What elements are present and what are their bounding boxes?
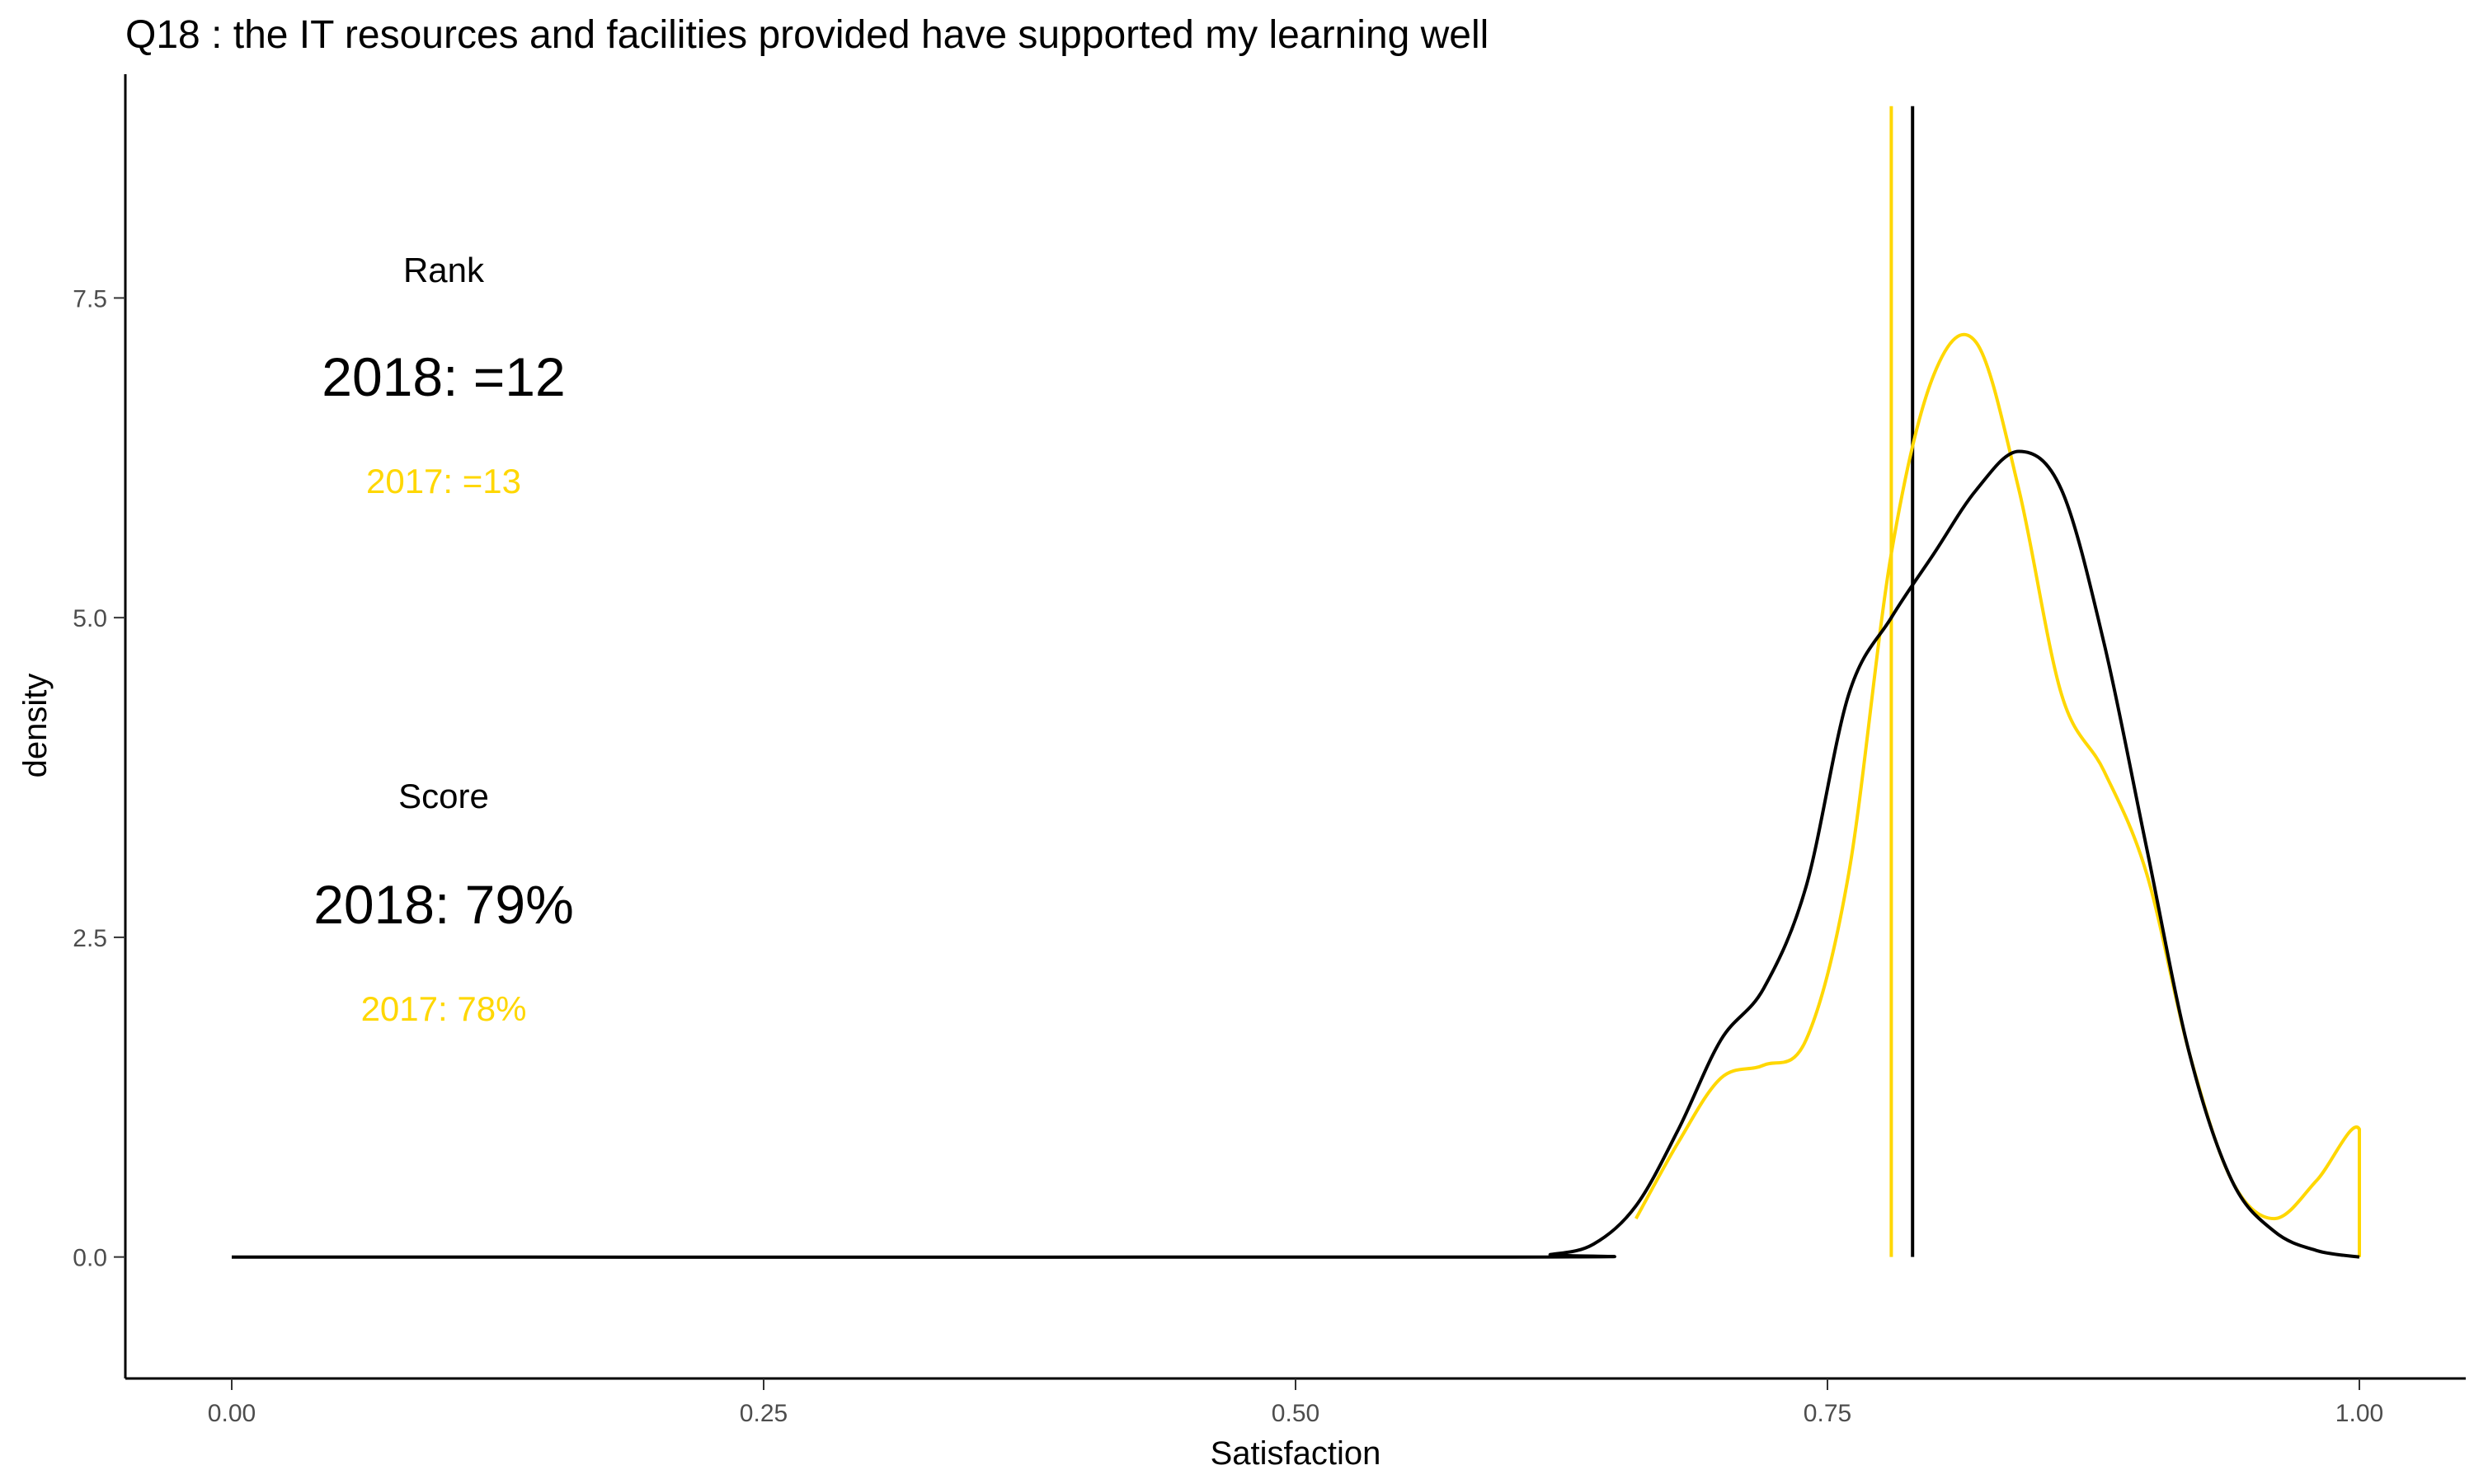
- rank-2018: 2018: =12: [322, 346, 565, 407]
- y-tick-label: 2.5: [73, 925, 107, 952]
- density-series: [231, 332, 2361, 1259]
- annotation-block: Rank 2018: =12 2017: =13 Score 2018: 79%…: [313, 251, 574, 1028]
- x-tick-label: 0.25: [740, 1400, 788, 1427]
- y-ticks: 0.0 2.5 5.0 7.5: [73, 285, 125, 1272]
- score-2017: 2017: 78%: [361, 989, 527, 1028]
- plot-area: 0.00 0.25 0.50 0.75 1.00 0.0 2.5 5.0 7.5: [73, 74, 2466, 1427]
- mean-lines: [1889, 106, 1915, 1257]
- x-tick-label: 0.75: [1804, 1400, 1851, 1427]
- x-tick-label: 0.50: [1272, 1400, 1319, 1427]
- score-2018: 2018: 79%: [313, 874, 574, 935]
- chart-title: Q18 : the IT resources and facilities pr…: [125, 13, 1489, 57]
- x-tick-label: 0.00: [208, 1400, 256, 1427]
- x-ticks: 0.00 0.25 0.50 0.75 1.00: [208, 1378, 2383, 1427]
- rank-2017: 2017: =13: [366, 462, 521, 500]
- density-line-2018: [231, 449, 2360, 1259]
- y-tick-label: 0.0: [73, 1245, 107, 1272]
- density-line-2017: [1634, 332, 2361, 1257]
- y-axis-title: density: [17, 674, 54, 778]
- score-header: Score: [398, 777, 489, 815]
- y-tick-label: 7.5: [73, 285, 107, 312]
- x-axis-title: Satisfaction: [1211, 1435, 1381, 1472]
- y-tick-label: 5.0: [73, 605, 107, 632]
- x-tick-label: 1.00: [2335, 1400, 2383, 1427]
- rank-header: Rank: [403, 251, 485, 289]
